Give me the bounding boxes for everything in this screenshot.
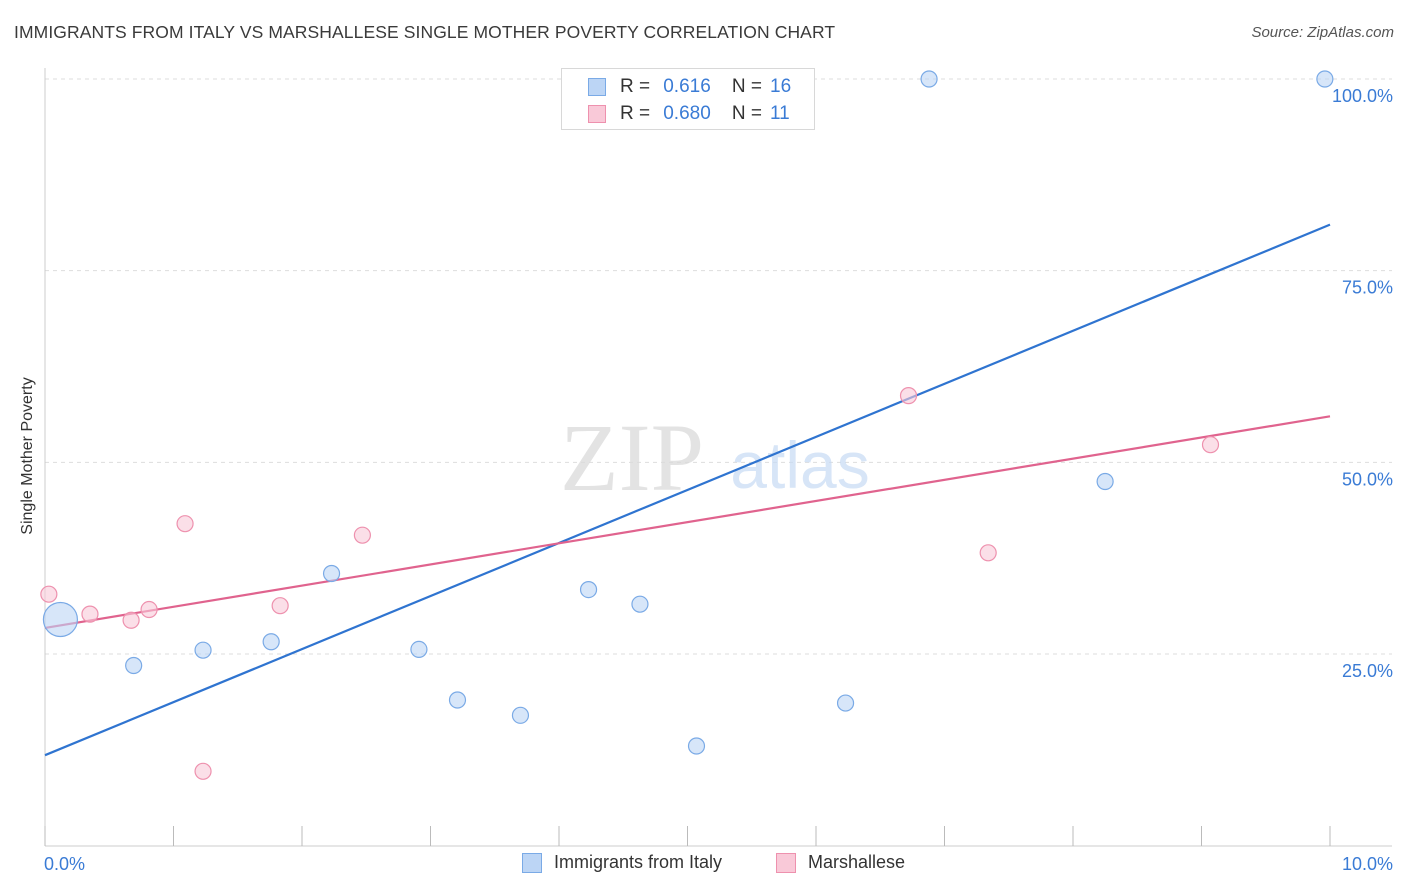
x-tick-label-max: 10.0%	[1342, 854, 1393, 874]
italy-point-4	[322, 564, 341, 583]
italy-point-2	[194, 641, 212, 659]
y-tick-label-75: 75.0%	[1342, 278, 1393, 298]
italy-legend-swatch	[522, 852, 542, 873]
italy-point-3	[262, 633, 280, 651]
source-label: Source: ZipAtlas.com	[1251, 24, 1394, 41]
italy-point-5	[410, 640, 428, 659]
gridlines	[45, 78, 1392, 655]
marshallese-point-2	[122, 611, 140, 629]
italy-swatch	[588, 78, 606, 96]
italy-r-value: 0.616	[663, 76, 711, 97]
y-tick-label-25: 25.0%	[1342, 661, 1393, 681]
watermark-atlas: atlas	[730, 428, 869, 502]
correlation-legend: R = 0.616 N = 16 R = 0.680 N = 11	[561, 68, 815, 130]
italy-point-13	[920, 70, 938, 88]
italy-point-0	[42, 601, 79, 638]
marshallese-point-8	[899, 387, 918, 405]
italy-n-value: 16	[770, 76, 792, 97]
r-label: R =	[620, 76, 651, 97]
axes	[44, 68, 1392, 847]
italy-point-15	[1316, 70, 1334, 88]
marshallese-point-1	[81, 605, 99, 623]
marshallese-trend-line	[44, 415, 1331, 630]
italy-trend-line	[44, 223, 1331, 757]
watermark: ZIP atlas	[560, 404, 870, 511]
legend-item-italy[interactable]: Immigrants from Italy	[522, 852, 722, 873]
italy-point-10	[687, 737, 706, 755]
marshallese-point-3	[140, 600, 158, 619]
y-tick-label-50: 50.0%	[1342, 469, 1393, 489]
y-tick-label-100: 100.0%	[1332, 86, 1393, 106]
watermark-zip: ZIP	[560, 404, 704, 511]
italy-point-6	[448, 691, 467, 709]
marshallese-r-value: 0.680	[663, 103, 711, 124]
marshallese-point-5	[194, 762, 212, 780]
legend-row-italy: R = 0.616 N = 16	[588, 75, 791, 99]
n-label: N =	[731, 103, 762, 124]
x-tick-label-min: 0.0%	[44, 854, 85, 874]
marshallese-point-4	[176, 515, 194, 533]
r-label: R =	[620, 103, 651, 124]
italy-point-14	[1096, 472, 1114, 491]
chart-title: IMMIGRANTS FROM ITALY VS MARSHALLESE SIN…	[14, 22, 836, 42]
italy-point-8	[579, 580, 598, 599]
italy-point-9	[631, 595, 649, 613]
tick-labels: 25.0% 50.0% 75.0% 100.0% 0.0% 10.0%	[44, 86, 1393, 874]
legend-row-marshallese: R = 0.680 N = 11	[588, 102, 790, 126]
marshallese-point-9	[979, 544, 997, 562]
italy-point-12	[836, 694, 855, 712]
marshallese-point-0	[40, 585, 58, 603]
legend-item-marshallese[interactable]: Marshallese	[776, 852, 905, 873]
series-legend: Immigrants from Italy Marshallese	[0, 852, 1406, 876]
marshallese-point-10	[1201, 436, 1220, 454]
italy-point-7	[511, 706, 530, 724]
trend-lines	[44, 223, 1331, 757]
n-label: N =	[731, 76, 762, 97]
data-points	[40, 70, 1334, 780]
marshallese-point-6	[271, 597, 289, 615]
italy-legend-label: Immigrants from Italy	[554, 852, 723, 872]
italy-point-1	[125, 656, 143, 675]
marshallese-point-7	[353, 526, 371, 544]
marshallese-n-value: 11	[770, 103, 790, 124]
marshallese-legend-swatch	[776, 852, 796, 873]
marshallese-swatch	[588, 105, 606, 123]
marshallese-legend-label: Marshallese	[808, 852, 906, 872]
